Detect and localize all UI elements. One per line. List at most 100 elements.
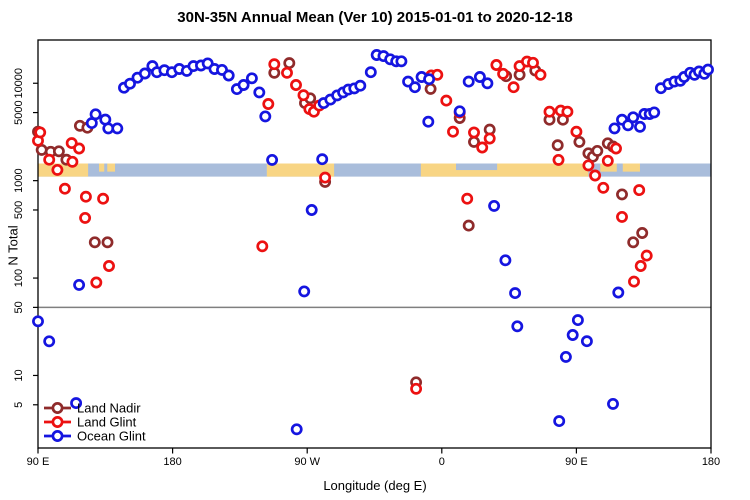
data-point-land-glint (552, 153, 565, 166)
data-point-land-glint (561, 105, 574, 118)
x-tick-label: 90 W (294, 456, 320, 468)
data-point-ocean-glint (237, 79, 250, 91)
legend-marker (51, 416, 64, 428)
data-point-land-glint (543, 105, 556, 118)
legend-label: Ocean Glint (77, 429, 146, 444)
data-point-ocean-glint (481, 77, 494, 90)
data-point-ocean-glint (612, 286, 625, 299)
y-tick-label: 500 (13, 201, 25, 219)
data-point-land-glint (73, 142, 86, 155)
data-point-ocean-glint (89, 108, 102, 121)
data-point-ocean-glint (395, 55, 408, 68)
data-point-land-glint (79, 211, 92, 224)
x-tick-label: 180 (163, 456, 181, 468)
data-point-land-glint (66, 155, 79, 168)
data-point-ocean-glint (222, 69, 235, 82)
y-tick-label: 50 (13, 301, 25, 313)
data-point-ocean-glint (580, 335, 593, 348)
map-band-island (107, 163, 116, 172)
data-point-ocean-glint (111, 122, 124, 135)
data-point-land-glint (610, 142, 622, 155)
data-point-ocean-glint (316, 153, 329, 166)
data-point-land-nadir (627, 236, 640, 249)
data-point-ocean-glint (553, 415, 566, 428)
data-point-ocean-glint (422, 115, 435, 128)
y-tick-label: 10000 (13, 68, 25, 99)
data-point-land-glint (256, 240, 269, 253)
data-point-land-nadir (88, 236, 101, 249)
data-point-land-glint (483, 132, 496, 145)
x-tick-label: 180 (702, 456, 720, 468)
data-point-land-glint (103, 260, 115, 272)
data-point-ocean-glint (509, 287, 522, 300)
data-point-ocean-glint (70, 397, 83, 410)
data-point-land-glint (410, 382, 423, 395)
data-point-ocean-glint (559, 350, 572, 363)
data-point-land-glint (476, 141, 489, 154)
y-tick-label: 5 (13, 402, 25, 408)
data-point-ocean-glint (253, 86, 266, 99)
data-point-land-glint (527, 56, 539, 69)
data-point-ocean-glint (423, 73, 436, 86)
data-point-land-glint (34, 126, 47, 139)
data-point-land-glint (634, 260, 647, 272)
data-point-ocean-glint (702, 63, 714, 76)
data-point-land-nadir (52, 145, 65, 158)
legend-marker (51, 402, 64, 414)
data-point-ocean-glint (566, 329, 579, 341)
data-point-land-glint (290, 79, 302, 91)
data-point-land-glint (589, 169, 602, 182)
data-point-ocean-glint (124, 77, 136, 90)
data-point-ocean-glint (73, 278, 86, 291)
data-point-ocean-glint (571, 314, 584, 327)
data-point-land-nadir (573, 135, 586, 148)
data-point-land-glint (507, 81, 520, 94)
data-point-land-glint (468, 126, 480, 139)
data-point-land-glint (490, 59, 503, 71)
data-point-ocean-glint (511, 320, 524, 333)
data-point-ocean-glint (43, 335, 56, 348)
data-point-ocean-glint (462, 75, 475, 88)
x-tick-label: 90 E (565, 456, 588, 468)
data-point-ocean-glint (305, 204, 318, 216)
x-tick-label: 90 E (27, 456, 50, 468)
data-point-ocean-glint (32, 315, 44, 328)
data-point-land-glint (297, 89, 310, 102)
data-point-ocean-glint (266, 153, 279, 166)
data-point-land-glint (281, 66, 293, 79)
data-point-land-glint (582, 159, 595, 172)
data-point-ocean-glint (634, 120, 646, 133)
x-tick-label: 0 (439, 456, 445, 468)
data-point-ocean-glint (453, 105, 466, 118)
data-point-land-glint (534, 68, 547, 81)
legend-label: Land Nadir (77, 401, 141, 416)
data-point-land-nadir (616, 188, 628, 201)
data-point-ocean-glint (607, 397, 619, 410)
data-point-land-glint (640, 249, 653, 262)
map-band-land (266, 163, 335, 177)
legend-marker (51, 430, 64, 442)
x-axis-label: Longitude (deg E) (323, 478, 427, 493)
data-point-land-glint (319, 171, 332, 184)
data-point-ocean-glint (245, 72, 258, 85)
data-point-ocean-glint (488, 199, 501, 212)
data-point-ocean-glint (627, 111, 640, 124)
map-band-sea-notch (456, 163, 498, 171)
y-tick-label: 1000 (13, 168, 25, 192)
data-point-land-glint (97, 192, 110, 205)
data-point-land-glint (601, 154, 614, 167)
data-point-land-nadir (283, 57, 296, 70)
data-point-land-glint (58, 182, 71, 195)
data-point-land-glint (43, 153, 56, 166)
data-point-land-glint (440, 94, 453, 107)
data-point-land-nadir (636, 227, 649, 239)
map-band-island (99, 163, 105, 172)
data-point-land-glint (51, 163, 64, 176)
y-tick-label: 10 (13, 369, 25, 381)
data-point-ocean-glint (298, 285, 311, 298)
map-band-land (420, 163, 589, 177)
data-point-land-nadir (551, 139, 564, 152)
data-point-ocean-glint (499, 254, 512, 267)
